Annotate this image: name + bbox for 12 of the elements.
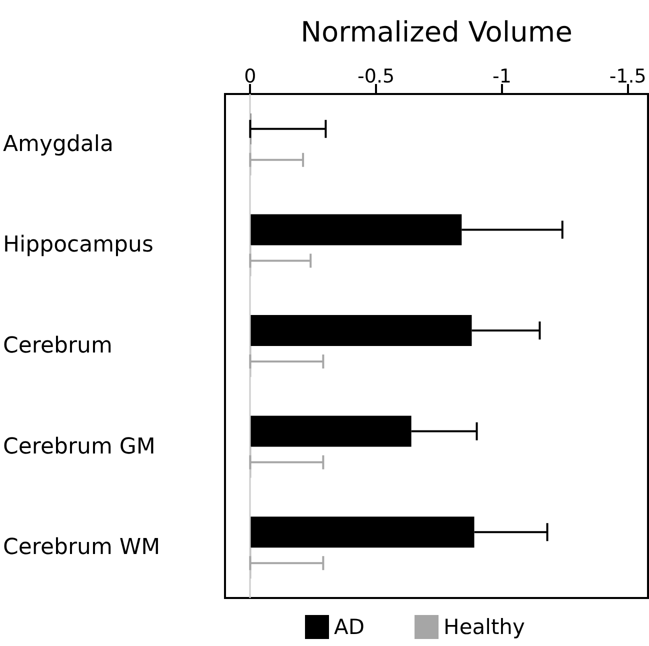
y-tick-label: Amygdala: [3, 132, 114, 157]
legend-label: Healthy: [444, 615, 525, 639]
legend-label: AD: [334, 615, 365, 639]
y-tick-label: Cerebrum GM: [3, 434, 156, 460]
x-tick-label: -1: [492, 66, 512, 88]
y-tick-label: Hippocampus: [3, 232, 154, 258]
y-tick-label: Cerebrum: [3, 334, 112, 358]
x-tick-label: 0: [244, 66, 256, 88]
x-axis-title: Normalized Volume: [300, 16, 572, 48]
x-tick-label: -1.5: [609, 66, 646, 88]
y-tick-label: Cerebrum WM: [3, 535, 160, 560]
x-tick-label: -0.5: [358, 66, 395, 88]
